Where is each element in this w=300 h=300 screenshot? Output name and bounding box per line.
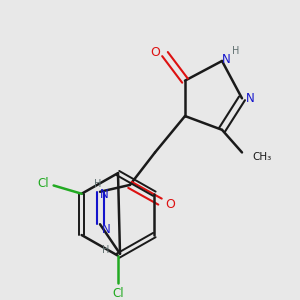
Text: N: N	[222, 52, 230, 65]
Text: N: N	[100, 188, 108, 201]
Text: N: N	[102, 223, 110, 236]
Text: Cl: Cl	[112, 286, 124, 300]
Text: H: H	[232, 46, 240, 56]
Text: Cl: Cl	[38, 177, 50, 190]
Text: O: O	[165, 198, 175, 211]
Text: N: N	[246, 92, 254, 105]
Text: H: H	[102, 245, 110, 255]
Text: O: O	[150, 46, 160, 59]
Text: H: H	[94, 179, 102, 189]
Text: CH₃: CH₃	[252, 152, 271, 162]
